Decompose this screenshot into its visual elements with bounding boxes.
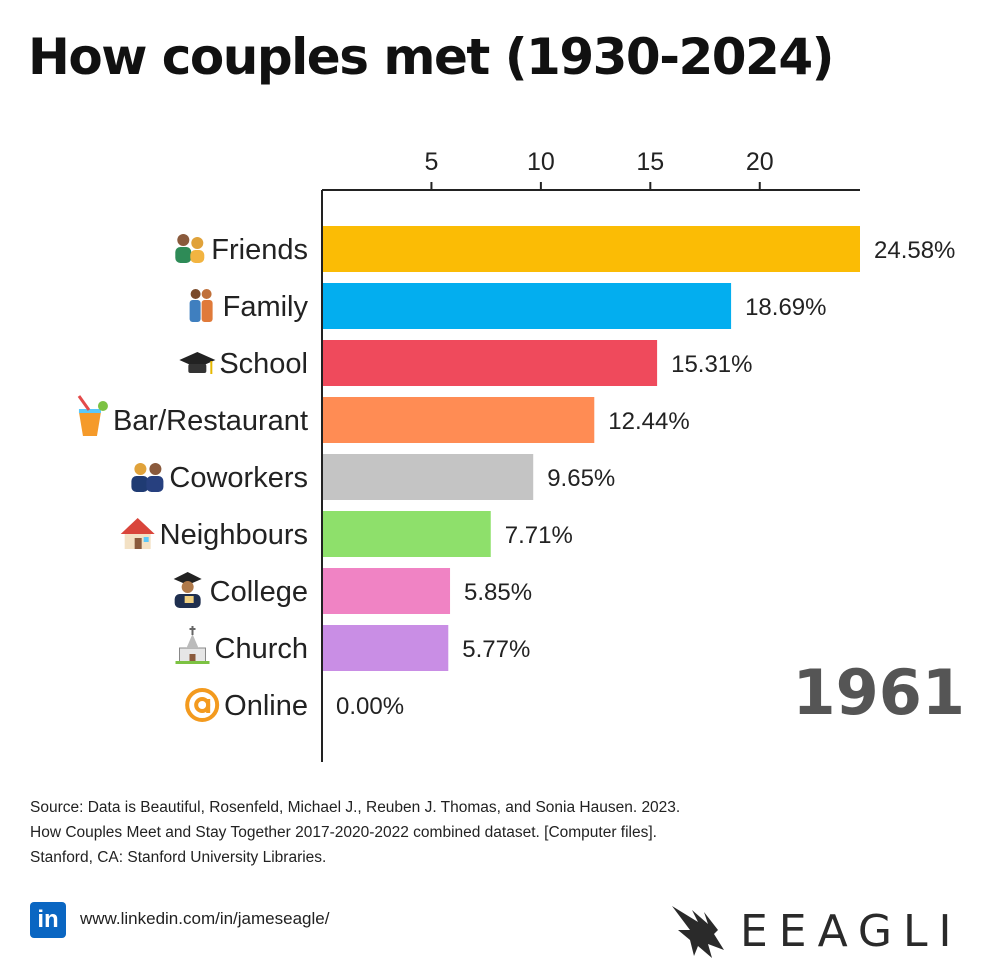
x-tick-label: 5 <box>424 148 438 176</box>
category-label: Coworkers <box>169 462 308 494</box>
x-tick-label: 20 <box>746 148 774 176</box>
x-tick-labels: 5 10 15 20 <box>424 148 774 190</box>
coworkers-icon <box>131 463 164 492</box>
brand-name: EEAGLI <box>740 906 963 957</box>
bar-chart: 5 10 15 20 Friends Family School Bar/Restauran… <box>77 148 965 762</box>
bar-school <box>322 340 658 386</box>
source-line: How Couples Meet and Stay Together 2017-… <box>30 824 657 841</box>
value-label: 5.85% <box>464 579 532 606</box>
graduation-cap-icon <box>179 352 216 374</box>
value-label: 12.44% <box>608 408 689 435</box>
source-line: Source: Data is Beautiful, Rosenfeld, Mi… <box>30 799 681 816</box>
bar-church <box>322 625 449 671</box>
x-tick-label: 15 <box>636 148 664 176</box>
category-icons <box>77 234 220 722</box>
chart-title: How couples met (1930-2024) <box>28 28 834 86</box>
at-sign-icon <box>185 688 220 722</box>
value-label: 9.65% <box>547 465 615 492</box>
bar-coworkers <box>322 454 534 500</box>
value-label: 5.77% <box>462 636 530 663</box>
linkedin-url-link[interactable]: www.linkedin.com/in/jameseagle/ <box>80 909 330 928</box>
category-label: College <box>210 576 308 608</box>
graduate-icon <box>173 572 202 608</box>
value-labels: 24.58% 18.69% 15.31% 12.44% 9.65% 7.71% 5.85% 5… <box>336 237 955 720</box>
category-label: School <box>219 348 308 380</box>
church-icon <box>175 626 210 664</box>
house-icon <box>120 518 155 549</box>
category-label: Online <box>224 690 308 722</box>
category-label: Family <box>223 291 309 323</box>
category-labels: Friends Family School Bar/Restaurant Coworke… <box>113 234 309 722</box>
value-label: 0.00% <box>336 693 404 720</box>
x-tick-label: 10 <box>527 148 555 176</box>
bar-neighbours <box>322 511 491 557</box>
category-label: Church <box>215 633 309 665</box>
value-label: 15.31% <box>671 351 752 378</box>
value-label: 24.58% <box>874 237 955 264</box>
tropical-drink-icon <box>77 395 108 436</box>
source-line: Stanford, CA: Stanford University Librar… <box>30 849 327 866</box>
bar-friends <box>322 226 860 272</box>
bar-family <box>322 283 732 329</box>
family-icon <box>189 289 213 322</box>
value-label: 18.69% <box>745 294 826 321</box>
couple-icon <box>175 234 205 263</box>
eagle-icon <box>672 906 724 958</box>
source-note: Source: Data is Beautiful, Rosenfeld, Mi… <box>30 795 930 870</box>
bars <box>322 226 860 671</box>
category-label: Friends <box>211 234 308 266</box>
category-label: Bar/Restaurant <box>113 405 308 437</box>
linkedin-icon[interactable]: in <box>30 902 66 938</box>
bar-college <box>322 568 451 614</box>
year-counter: 1961 <box>792 656 965 729</box>
value-label: 7.71% <box>505 522 573 549</box>
bar-bar-restaurant <box>322 397 595 443</box>
category-label: Neighbours <box>160 519 308 551</box>
